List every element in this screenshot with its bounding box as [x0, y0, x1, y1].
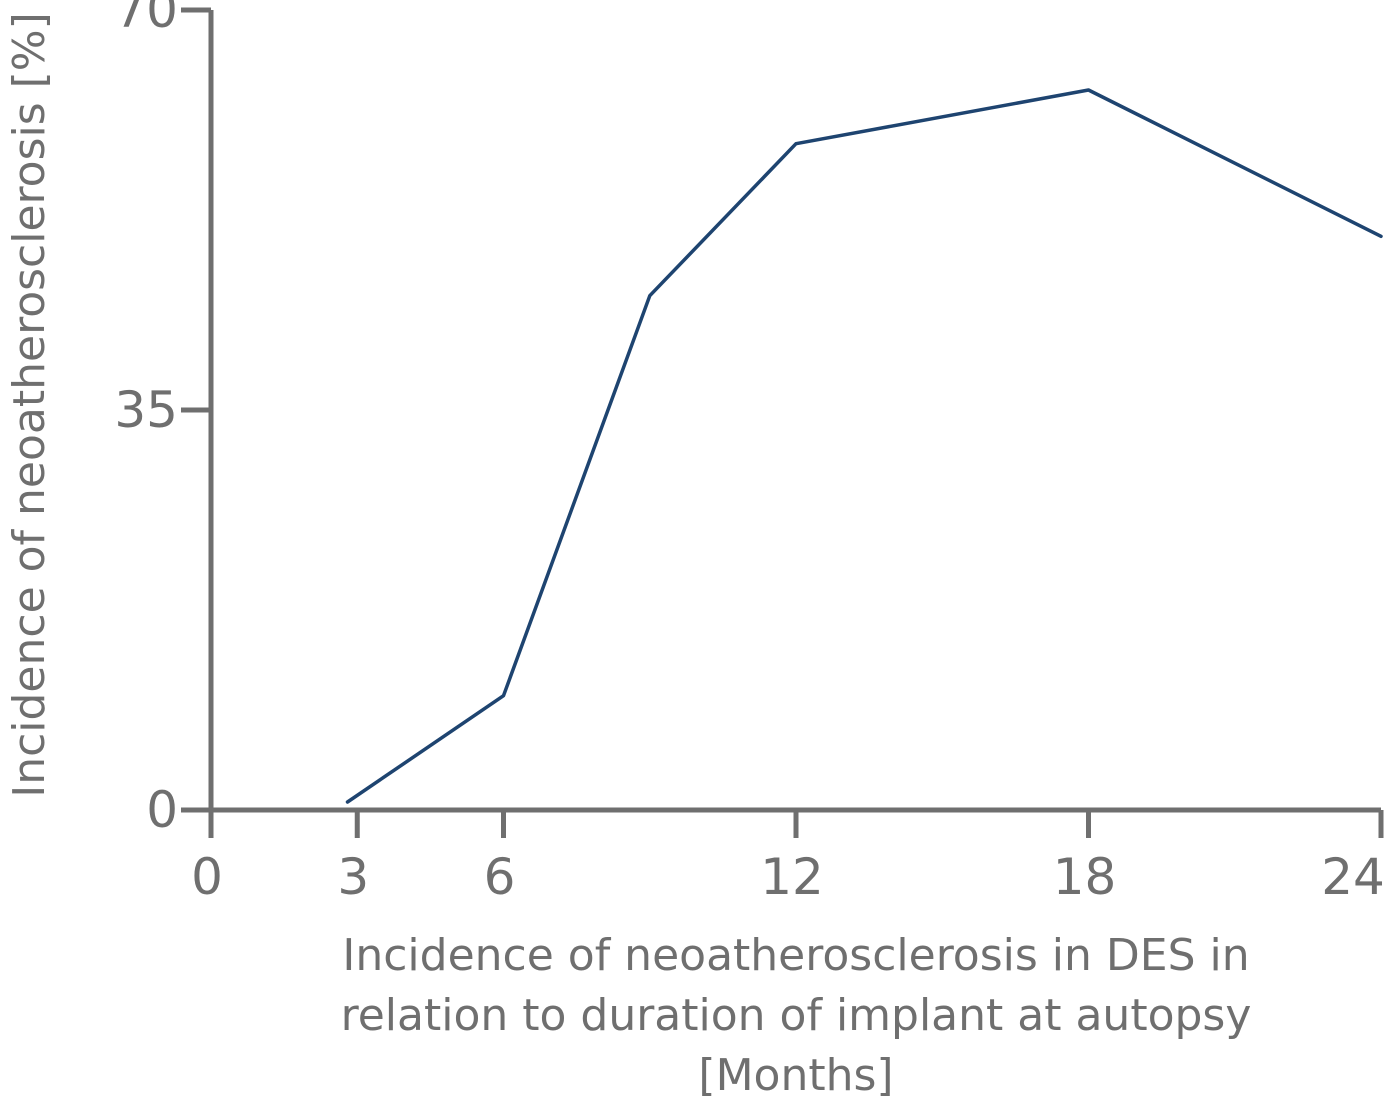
x-tick-label: 18 — [1053, 848, 1117, 906]
y-tick-label: 35 — [114, 381, 178, 439]
x-tick-label: 12 — [760, 848, 824, 906]
x-axis-title-line: [Months] — [698, 1050, 893, 1101]
y-axis-title: Incidence of neoatherosclerosis [%] — [4, 12, 55, 798]
x-tick-label: 24 — [1321, 848, 1384, 906]
x-tick-label: 0 — [191, 848, 223, 906]
y-tick-label: 0 — [146, 781, 178, 839]
x-axis-title: Incidence of neoatherosclerosis in DES i… — [341, 930, 1252, 1101]
x-axis-title-line: Incidence of neoatherosclerosis in DES i… — [342, 930, 1249, 981]
series-line — [345, 88, 1383, 804]
y-tick-label: 70 — [114, 0, 178, 39]
y-axis: 0 35 70 — [114, 0, 214, 839]
x-axis: 0 3 6 12 18 24 — [191, 807, 1384, 906]
x-tick-label: 6 — [484, 848, 516, 906]
x-axis-title-line: relation to duration of implant at autop… — [341, 990, 1252, 1041]
series-group — [345, 88, 1383, 804]
x-tick-label: 3 — [337, 848, 369, 906]
